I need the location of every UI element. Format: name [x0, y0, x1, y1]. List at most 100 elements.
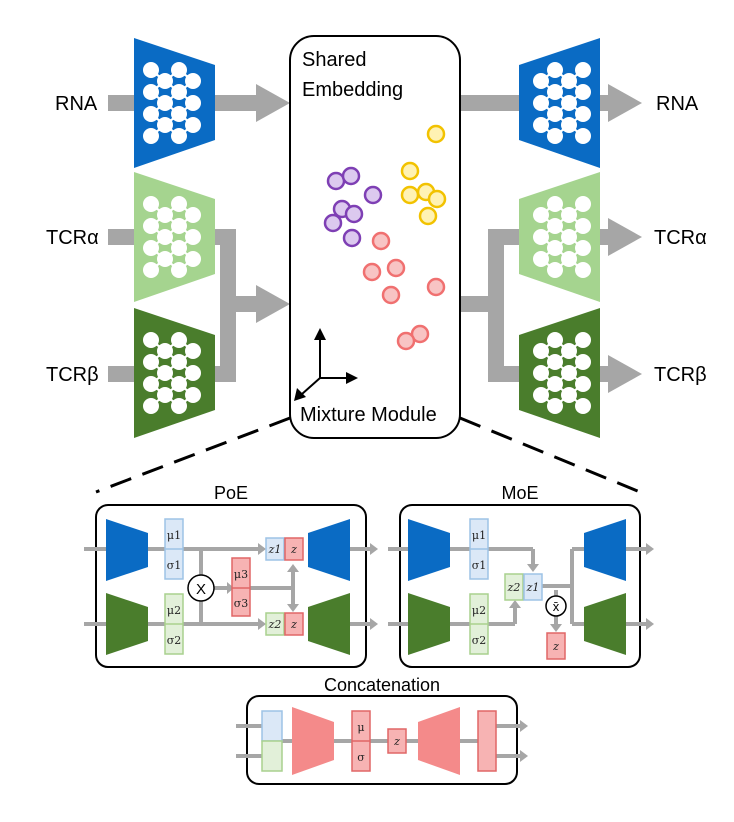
concat-encoder — [292, 707, 334, 775]
concat-decoder — [418, 707, 460, 775]
network-node — [157, 73, 173, 89]
network-node — [533, 251, 549, 267]
network-node — [547, 240, 563, 256]
network-node — [575, 62, 591, 78]
network-node — [575, 196, 591, 212]
moe-mean-symbol: x̄ — [553, 599, 560, 614]
concat-arrows — [236, 720, 528, 762]
tcrb-decoder — [519, 308, 600, 438]
moe-mu-sigma-2 — [469, 593, 489, 655]
network-node — [185, 207, 201, 223]
network-node — [561, 207, 577, 223]
network-node — [185, 365, 201, 381]
concat-z: z — [393, 735, 400, 748]
concat-mu: μ — [357, 721, 364, 734]
moe-z: z — [552, 640, 559, 653]
network-node — [171, 240, 187, 256]
moe-mu1: μ1 — [472, 529, 486, 542]
poe-z-bottom-box — [284, 612, 304, 636]
network-node — [171, 262, 187, 278]
network-node — [157, 387, 173, 403]
moe-rna-decoder — [584, 519, 626, 581]
network-node — [533, 95, 549, 111]
moe-z1-box — [523, 573, 543, 601]
network-node — [533, 343, 549, 359]
network-node — [171, 376, 187, 392]
network-node — [547, 106, 563, 122]
network-node — [157, 207, 173, 223]
moe-sigma1: σ1 — [472, 559, 487, 572]
moe-arrows — [388, 543, 654, 632]
network-node — [533, 207, 549, 223]
tcra-output-label: TCRα — [654, 227, 707, 249]
moe-z2: z2 — [507, 581, 521, 594]
network-node — [575, 84, 591, 100]
poe-mu-sigma-2 — [164, 593, 184, 655]
poe-z-top: z — [290, 543, 297, 556]
network-node — [143, 128, 159, 144]
network-node — [561, 117, 577, 133]
network-node — [157, 343, 173, 359]
purple-cluster — [323, 166, 383, 248]
network-node — [185, 387, 201, 403]
network-node — [561, 387, 577, 403]
poe-product-symbol: X — [196, 581, 206, 598]
network-node — [533, 365, 549, 381]
yellow-cluster — [400, 124, 447, 226]
moe-tcr-encoder — [408, 593, 450, 655]
network-node — [185, 73, 201, 89]
network-node — [143, 398, 159, 414]
moe-mu-sigma-1 — [469, 518, 489, 580]
red-cluster — [362, 231, 446, 351]
poe-rna-decoder — [308, 519, 350, 581]
network-node — [185, 95, 201, 111]
concat-tcr-input-box — [261, 740, 283, 772]
network-node — [561, 95, 577, 111]
network-node — [547, 196, 563, 212]
network-node — [185, 343, 201, 359]
network-node — [157, 365, 173, 381]
network-node — [561, 343, 577, 359]
poe-mu3: μ3 — [234, 568, 248, 581]
poe-arrows — [84, 543, 299, 630]
network-node — [143, 106, 159, 122]
network-node — [171, 62, 187, 78]
tcra-decoder — [519, 172, 600, 302]
moe-mean-node — [545, 595, 567, 617]
network-node — [547, 354, 563, 370]
poe-z-top-box — [284, 537, 304, 561]
poe-mu-sigma-1 — [164, 518, 184, 580]
network-node — [575, 262, 591, 278]
network-node — [171, 354, 187, 370]
network-node — [185, 229, 201, 245]
network-node — [575, 106, 591, 122]
tcra-encoder — [134, 172, 215, 302]
concat-sigma: σ — [357, 751, 365, 764]
moe-tcr-decoder — [584, 593, 626, 655]
network-node — [185, 117, 201, 133]
network-node — [143, 240, 159, 256]
tcra-input-label: TCRα — [46, 227, 99, 249]
moe-rna-encoder — [408, 519, 450, 581]
network-node — [171, 398, 187, 414]
network-node — [561, 365, 577, 381]
poe-z1-box — [265, 537, 285, 561]
network-node — [547, 376, 563, 392]
network-node — [143, 262, 159, 278]
poe-mu-sigma-3 — [231, 557, 251, 617]
network-node — [157, 229, 173, 245]
network-node — [547, 84, 563, 100]
rna-decoder — [519, 38, 600, 168]
network-node — [533, 73, 549, 89]
shared-title-line2: Embedding — [302, 79, 403, 101]
poe-z2-box — [265, 612, 285, 636]
poe-mu1: μ1 — [167, 529, 181, 542]
poe-mu2: μ2 — [167, 604, 181, 617]
network-node — [171, 196, 187, 212]
network-node — [533, 387, 549, 403]
tcrb-output-label: TCRβ — [654, 364, 707, 386]
network-node — [575, 128, 591, 144]
poe-tcr-encoder — [106, 593, 148, 655]
mixture-module-label: Mixture Module — [300, 404, 437, 426]
